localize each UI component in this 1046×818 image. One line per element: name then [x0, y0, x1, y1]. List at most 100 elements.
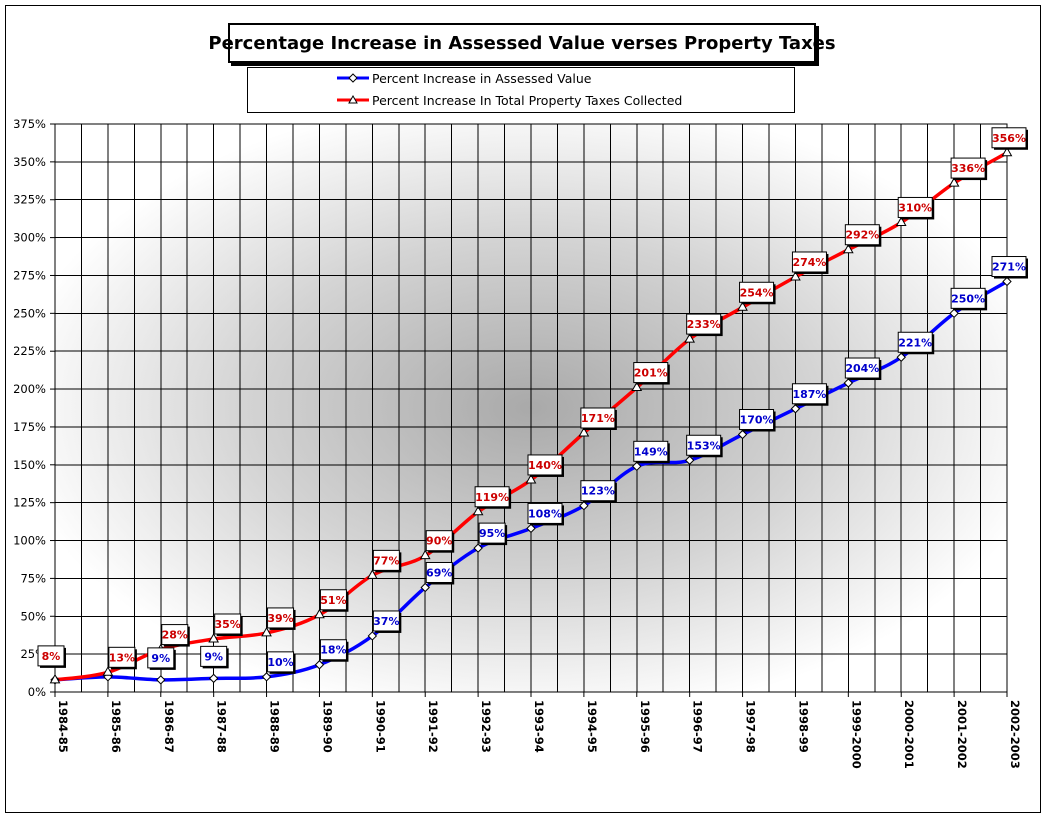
legend-item-assessed-value: Percent Increase in Assessed Value: [336, 68, 591, 88]
assessed-value-data-label: 9%: [200, 645, 229, 669]
property-taxes-point: [578, 426, 590, 437]
data-label-text: 69%: [426, 566, 452, 579]
property-taxes-data-label: 119%: [474, 486, 512, 509]
property-taxes-point: [948, 177, 960, 187]
data-label-box: [633, 440, 669, 462]
assessed-value-data-label: 204%: [844, 357, 882, 381]
data-label-box: [214, 613, 242, 635]
legend-red-line-icon: [337, 94, 369, 104]
legend-item-property-taxes: Percent Increase In Total Property Taxes…: [336, 90, 682, 110]
data-label-text: 171%: [581, 412, 615, 425]
x-tick-label: 1988-89: [268, 700, 282, 753]
legend-blue-line-icon: [337, 73, 369, 83]
data-label-box: [844, 224, 880, 246]
y-tick-label: 0%: [28, 685, 46, 699]
data-label-text: 13%: [109, 651, 135, 664]
data-label-box: [108, 646, 136, 668]
property-taxes-data-label: 39%: [267, 607, 296, 630]
data-label-box: [319, 639, 347, 661]
property-taxes-point: [261, 626, 272, 637]
data-label-text: 310%: [898, 201, 932, 214]
data-label-box: [897, 331, 933, 353]
x-tick-label: 1985-86: [109, 700, 123, 753]
data-label-text: 123%: [581, 485, 615, 498]
assessed-value-point: [632, 461, 642, 472]
data-label-text: 8%: [42, 650, 61, 663]
assessed-value-point: [1002, 276, 1012, 287]
property-taxes-point: [631, 381, 643, 392]
data-label-text: 274%: [792, 256, 826, 269]
data-label-text: 221%: [898, 336, 932, 349]
data-label-text: 187%: [792, 388, 826, 401]
property-taxes-data-label: 336%: [950, 157, 988, 181]
assessed-value-point: [261, 672, 272, 682]
data-label-text: 250%: [951, 292, 985, 305]
property-taxes-point: [895, 216, 907, 226]
grid-lines: [55, 124, 1007, 692]
property-taxes-data-label: 28%: [161, 624, 190, 647]
x-tick-label: 1991-92: [426, 700, 440, 753]
property-taxes-data-label: 140%: [527, 454, 564, 477]
series-markers: [49, 146, 1013, 685]
property-taxes-data-label: 77%: [372, 549, 402, 573]
assessed-value-data-label: 123%: [580, 480, 617, 503]
x-tick-label: 1992-93: [479, 700, 493, 753]
assessed-value-point: [790, 404, 801, 414]
x-tick-label: 1987-88: [215, 700, 229, 753]
data-label-box: [372, 610, 400, 632]
legend-label-assessed-value: Percent Increase in Assessed Value: [372, 70, 592, 86]
x-tick-label: 2000-2001: [902, 700, 916, 769]
x-tick-label: 2002-2003: [1008, 700, 1022, 769]
assessed-value-data-label: 18%: [319, 639, 349, 662]
data-label-text: 153%: [687, 439, 721, 452]
data-label-text: 356%: [992, 132, 1026, 145]
data-label-box: [425, 530, 453, 552]
data-label-text: 336%: [951, 162, 985, 175]
assessed-value-data-label: 69%: [425, 561, 455, 585]
assessed-value-point: [843, 378, 854, 388]
assessed-value-data-label: 95%: [478, 522, 508, 546]
y-tick-label: 275%: [13, 268, 46, 282]
assessed-value-point: [579, 500, 589, 511]
assessed-value-point: [208, 673, 219, 684]
data-labels: 9% 9% 10% 18% 37% 69% 95% 108% 123% 149% 153% 170% 1…: [37, 127, 1028, 674]
property-taxes-point: [1001, 146, 1013, 157]
data-label-box: [267, 651, 295, 673]
data-label-box: [844, 357, 880, 379]
data-label-text: 292%: [845, 229, 879, 242]
data-label-box: [200, 645, 228, 667]
assessed-value-point: [684, 455, 695, 465]
y-tick-label: 200%: [13, 382, 46, 396]
x-tick-label: 1989-90: [320, 700, 334, 753]
legend: Percent Increase in Assessed Value Perce…: [247, 67, 795, 113]
data-label-box: [686, 313, 722, 335]
assessed-value-data-label: 221%: [897, 331, 935, 355]
property-taxes-data-label: 274%: [791, 251, 829, 274]
y-tick-label: 50%: [20, 609, 46, 623]
data-label-text: 254%: [740, 286, 774, 299]
axes: 0%25%50%75%100%125%150%175%200%225%250%2…: [13, 117, 1022, 769]
data-label-box: [686, 434, 722, 456]
assessed-value-point: [526, 523, 536, 534]
property-taxes-data-label: 233%: [686, 313, 723, 337]
y-tick-label: 375%: [13, 117, 46, 131]
y-tick-label: 225%: [13, 344, 46, 358]
property-taxes-data-label: 13%: [108, 646, 137, 670]
x-tick-label: 1996-97: [691, 700, 705, 753]
assessed-value-point: [896, 352, 906, 362]
data-label-box: [425, 561, 453, 583]
x-tick-label: 1999-2000: [849, 700, 863, 769]
y-tick-label: 100%: [13, 534, 46, 548]
assessed-value-data-label: 108%: [527, 502, 564, 526]
property-taxes-point: [525, 473, 537, 484]
data-label-box: [791, 383, 827, 405]
property-taxes-data-label: 8%: [37, 645, 66, 668]
property-taxes-point: [790, 270, 801, 281]
data-label-text: 35%: [214, 618, 240, 631]
data-label-box: [991, 127, 1027, 149]
property-taxes-point: [208, 632, 220, 643]
y-tick-label: 250%: [13, 306, 46, 320]
data-label-text: 28%: [162, 629, 188, 642]
assessed-value-data-label: 149%: [633, 440, 670, 464]
